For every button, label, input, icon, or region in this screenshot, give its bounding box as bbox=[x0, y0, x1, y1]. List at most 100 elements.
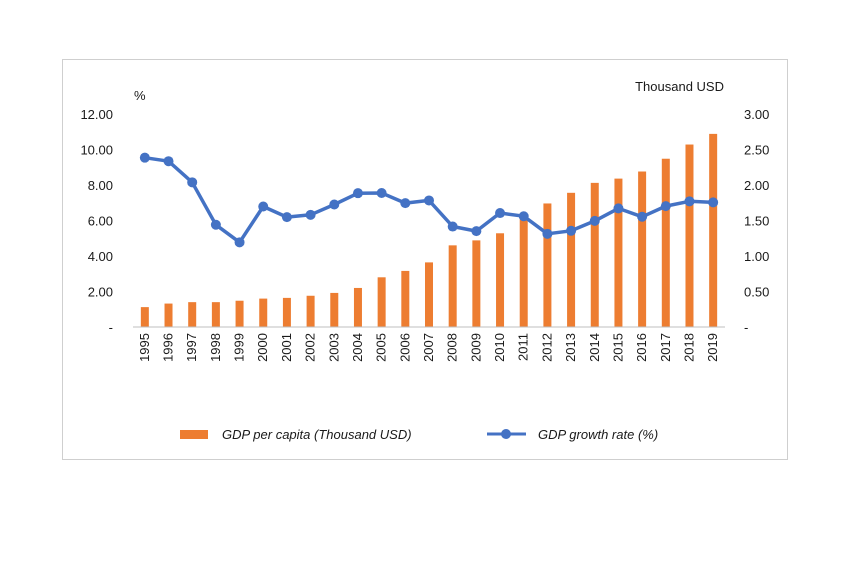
bar bbox=[567, 192, 576, 327]
left-tick-label: 2.00 bbox=[88, 285, 113, 300]
bar bbox=[330, 292, 339, 327]
line-point bbox=[281, 212, 292, 223]
bar bbox=[211, 302, 220, 327]
line-point bbox=[684, 196, 695, 207]
line-point bbox=[234, 237, 245, 248]
right-tick-label: 2.50 bbox=[744, 143, 769, 158]
line-point bbox=[447, 221, 458, 232]
line-point bbox=[518, 211, 529, 222]
bar bbox=[140, 307, 149, 327]
left-tick-label: 6.00 bbox=[88, 214, 113, 229]
left-axis-ticks: - 2.00 4.00 6.00 8.00 10.00 12.00 bbox=[80, 107, 113, 335]
line-point bbox=[566, 225, 577, 236]
line-point bbox=[660, 201, 671, 212]
bar bbox=[709, 133, 718, 327]
bar-series bbox=[140, 133, 718, 327]
bar bbox=[282, 297, 291, 327]
x-tick-label: 2012 bbox=[539, 333, 554, 362]
x-tick-label: 2009 bbox=[468, 333, 483, 362]
x-tick-label: 2016 bbox=[634, 333, 649, 362]
bar bbox=[306, 295, 315, 327]
line-point bbox=[352, 188, 363, 199]
line-point bbox=[163, 156, 174, 167]
x-tick-label: 2004 bbox=[350, 333, 365, 362]
x-tick-label: 2013 bbox=[563, 333, 578, 362]
left-tick-label: 8.00 bbox=[88, 178, 113, 193]
bar bbox=[401, 270, 410, 327]
x-tick-label: 2017 bbox=[658, 333, 673, 362]
line-series bbox=[139, 152, 719, 248]
bar bbox=[377, 277, 386, 327]
bar bbox=[519, 219, 528, 327]
left-axis-unit-label: % bbox=[134, 88, 146, 103]
line-point bbox=[637, 211, 648, 222]
x-axis-ticks: 1995 1996 1997 1998 1999 2000 2001 2002 2003 2004… bbox=[137, 333, 720, 362]
right-tick-label: 3.00 bbox=[744, 107, 769, 122]
bar bbox=[472, 240, 481, 327]
line-point bbox=[139, 152, 150, 163]
bar bbox=[235, 300, 244, 327]
left-tick-label: 4.00 bbox=[88, 249, 113, 264]
right-axis-ticks: - 0.50 1.00 1.50 2.00 2.50 3.00 bbox=[744, 107, 769, 335]
x-tick-label: 2019 bbox=[705, 333, 720, 362]
x-tick-label: 1997 bbox=[184, 333, 199, 362]
bar bbox=[425, 262, 433, 327]
right-tick-label: - bbox=[744, 320, 748, 335]
bar bbox=[164, 303, 173, 327]
bar bbox=[614, 178, 623, 327]
x-tick-label: 1996 bbox=[161, 333, 176, 362]
x-tick-label: 2010 bbox=[492, 333, 507, 362]
x-tick-label: 2006 bbox=[397, 333, 412, 362]
bar bbox=[543, 203, 552, 327]
bar bbox=[638, 171, 647, 327]
line-point bbox=[258, 201, 269, 212]
x-tick-label: 2008 bbox=[445, 333, 460, 362]
right-tick-label: 1.50 bbox=[744, 214, 769, 229]
x-tick-label: 2011 bbox=[516, 333, 531, 361]
bar bbox=[448, 245, 457, 327]
legend-bar-label: GDP per capita (Thousand USD) bbox=[222, 427, 412, 442]
right-axis-unit-label: Thousand USD bbox=[635, 79, 724, 94]
line-point bbox=[305, 209, 316, 220]
x-tick-label: 2003 bbox=[326, 333, 341, 362]
legend: GDP per capita (Thousand USD) GDP growth… bbox=[180, 427, 658, 442]
line-point bbox=[708, 197, 719, 208]
x-tick-label: 1999 bbox=[232, 333, 247, 362]
right-tick-label: 2.00 bbox=[744, 178, 769, 193]
bar bbox=[661, 158, 670, 327]
x-tick-label: 2002 bbox=[303, 333, 318, 362]
legend-line-label: GDP growth rate (%) bbox=[538, 427, 658, 442]
bar bbox=[590, 182, 599, 327]
line-point bbox=[495, 208, 506, 219]
right-tick-label: 1.00 bbox=[744, 249, 769, 264]
x-tick-label: 2007 bbox=[421, 333, 436, 362]
line-point bbox=[329, 199, 340, 210]
line-point bbox=[210, 219, 221, 230]
bar bbox=[496, 233, 505, 327]
line-point bbox=[400, 198, 411, 209]
x-tick-label: 2018 bbox=[681, 333, 696, 362]
line-point bbox=[613, 203, 624, 214]
x-tick-label: 1998 bbox=[208, 333, 223, 362]
x-tick-label: 2001 bbox=[279, 333, 294, 362]
bar bbox=[685, 144, 694, 327]
legend-bar-swatch bbox=[180, 430, 208, 439]
line-point bbox=[424, 195, 434, 206]
bar bbox=[259, 298, 268, 327]
line-point bbox=[589, 215, 600, 226]
bar bbox=[188, 302, 197, 327]
legend-line-marker bbox=[501, 429, 511, 439]
line-point bbox=[376, 187, 387, 198]
x-tick-label: 2000 bbox=[255, 333, 270, 362]
left-tick-label: - bbox=[109, 320, 113, 335]
right-tick-label: 0.50 bbox=[744, 285, 769, 300]
left-tick-label: 10.00 bbox=[80, 143, 113, 158]
x-tick-label: 1995 bbox=[137, 333, 152, 362]
x-tick-label: 2005 bbox=[374, 333, 389, 362]
line-point bbox=[187, 177, 198, 188]
bar bbox=[353, 287, 362, 327]
x-tick-label: 2014 bbox=[587, 333, 602, 362]
line-point bbox=[542, 228, 553, 239]
line-point bbox=[471, 226, 482, 237]
